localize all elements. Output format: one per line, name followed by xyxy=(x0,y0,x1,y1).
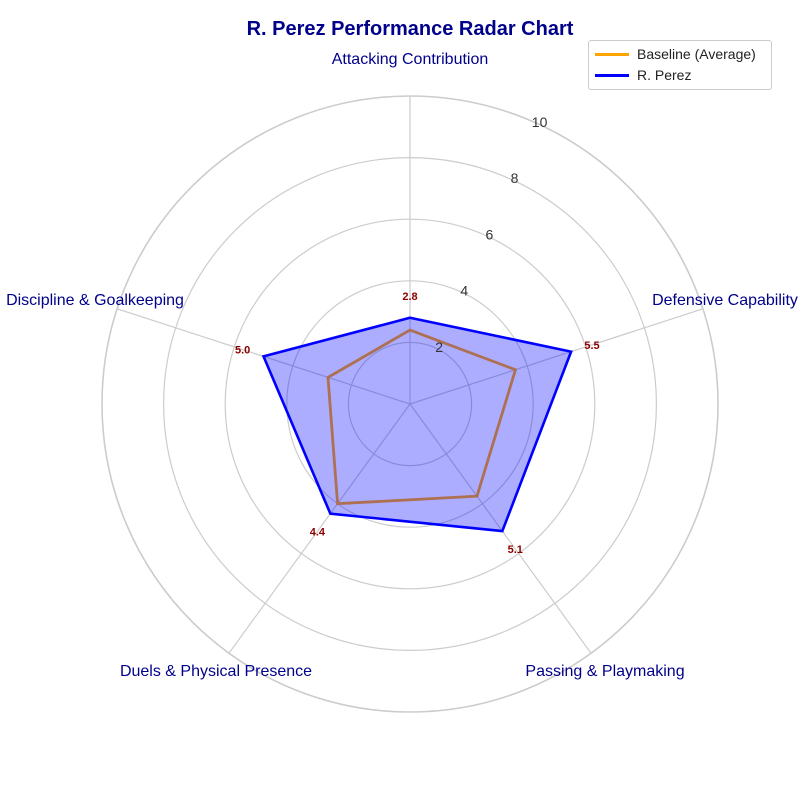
series-fill-perez xyxy=(263,317,572,532)
radial-tick-labels: 2 4 6 8 10 xyxy=(435,114,547,355)
legend-item-baseline: Baseline (Average) xyxy=(595,44,756,64)
radial-tick-6: 6 xyxy=(485,226,493,242)
grid-spoke-3 xyxy=(228,403,411,654)
axis-label-2: Passing & Playmaking xyxy=(525,663,684,680)
legend-label-perez: R. Perez xyxy=(637,67,692,83)
radial-tick-2: 2 xyxy=(435,339,443,355)
value-label-4: 5.0 xyxy=(235,345,250,357)
grid-spoke-2 xyxy=(409,403,592,654)
series-line-perez xyxy=(261,316,573,533)
axis-labels: Attacking Contribution Defensive Capabili… xyxy=(6,51,798,680)
grid-spoke-1 xyxy=(409,308,704,405)
value-label-0: 2.8 xyxy=(402,291,417,303)
value-label-3: 4.4 xyxy=(310,526,326,538)
value-label-1: 5.5 xyxy=(584,340,599,352)
series-line-baseline xyxy=(326,328,518,506)
legend: Baseline (Average) R. Perez xyxy=(588,40,772,90)
legend-swatch-baseline xyxy=(595,52,629,56)
value-labels: 2.8 5.5 5.1 4.4 5.0 xyxy=(235,291,600,556)
legend-item-perez: R. Perez xyxy=(595,65,691,85)
radial-tick-8: 8 xyxy=(511,170,519,186)
radial-tick-4: 4 xyxy=(460,283,468,299)
chart-title: R. Perez Performance Radar Chart xyxy=(246,18,574,40)
legend-label-baseline: Baseline (Average) xyxy=(637,46,756,62)
radial-tick-10: 10 xyxy=(532,114,548,130)
axis-label-0: Attacking Contribution xyxy=(332,51,489,68)
radar-series xyxy=(261,316,573,533)
axis-label-1: Defensive Capability xyxy=(652,292,798,309)
axis-label-3: Duels & Physical Presence xyxy=(120,663,312,680)
value-label-2: 5.1 xyxy=(508,544,523,556)
legend-swatch-perez xyxy=(595,73,629,77)
axis-label-4: Discipline & Goalkeeping xyxy=(6,292,184,309)
